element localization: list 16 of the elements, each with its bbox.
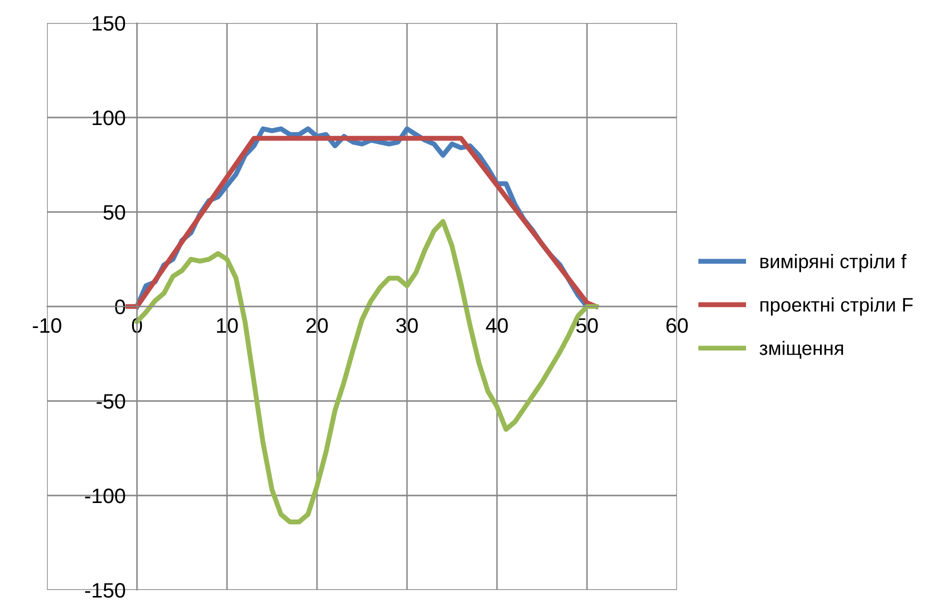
- y-tick-label: 50: [104, 205, 126, 220]
- y-tick-label: -150: [85, 583, 126, 598]
- y-tick-label: 150: [92, 16, 126, 31]
- x-tick-label: 40: [486, 318, 508, 333]
- x-tick-label: 30: [396, 318, 418, 333]
- x-tick-label: 10: [217, 318, 238, 333]
- x-tick-label: 50: [576, 318, 598, 333]
- x-tick-label: 60: [666, 318, 688, 333]
- legend-label: зміщення: [760, 340, 843, 359]
- y-tick-label: 100: [92, 110, 126, 126]
- legend-label: проектні стріли F: [760, 297, 913, 316]
- y-tick-label: -100: [85, 488, 126, 504]
- y-tick-label: -50: [96, 394, 126, 409]
- legend-label: виміряні стріли f: [760, 254, 906, 272]
- x-tick-label: -10: [32, 318, 62, 333]
- x-tick-label: 20: [306, 318, 328, 333]
